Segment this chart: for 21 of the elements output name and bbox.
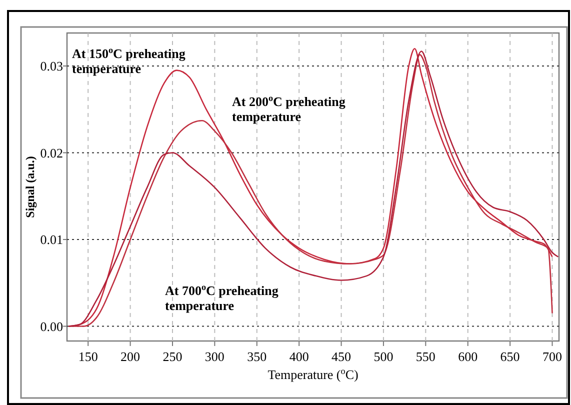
x-tick-label: 550 bbox=[416, 349, 436, 364]
annotation: At 150$^{o}$C preheating temperature bbox=[72, 45, 186, 76]
x-tick-label: 700 bbox=[542, 349, 562, 364]
x-tick-label: 150 bbox=[78, 349, 98, 364]
y-tick-label: 0.00 bbox=[40, 318, 63, 334]
y-tick-label: 0.02 bbox=[40, 145, 63, 160]
x-tick-label: 600 bbox=[458, 349, 478, 364]
y-axis-title: Signal (a.u.) bbox=[23, 156, 37, 218]
x-tick-label: 200 bbox=[120, 349, 140, 364]
y-tick-label: 0.03 bbox=[40, 58, 63, 74]
annotation: At 200$^{o}$C preheating temperature bbox=[232, 93, 346, 124]
x-tick-label: 250 bbox=[162, 349, 182, 364]
y-tick-label: 0.01 bbox=[40, 232, 63, 248]
x-tick-label: 500 bbox=[374, 349, 394, 364]
x-tick-label: 450 bbox=[332, 349, 352, 364]
annotation: At 700$^{o}$C preheating temperature bbox=[165, 282, 279, 313]
x-tick-label: 650 bbox=[500, 349, 520, 364]
x-tick-label: 400 bbox=[289, 349, 309, 364]
x-tick-label: 300 bbox=[204, 349, 224, 364]
x-tick-label: 350 bbox=[247, 349, 267, 364]
x-axis-title: Temperature ($^{o}$C) bbox=[268, 366, 358, 382]
